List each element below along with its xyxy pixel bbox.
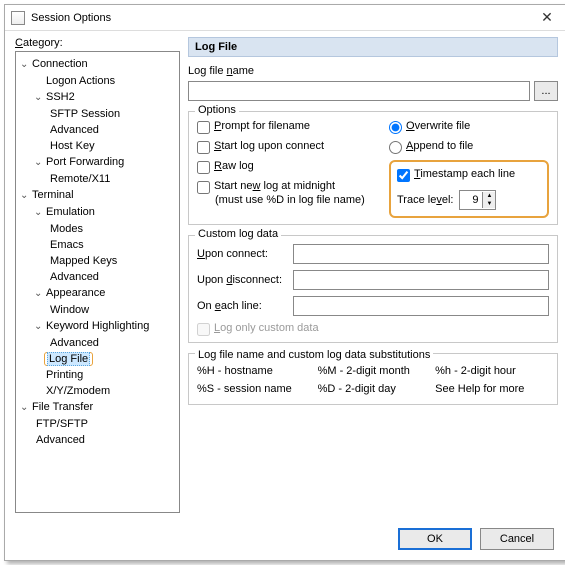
caret-icon[interactable]: ⌄: [20, 188, 30, 204]
upon-connect-label: Upon connect:: [197, 248, 287, 260]
app-icon: [11, 11, 25, 25]
sub-d-day: %D - 2-digit day: [318, 380, 436, 398]
tree-connection[interactable]: Connection: [30, 58, 90, 70]
tree-emacs[interactable]: Emacs: [48, 239, 86, 251]
tree-advanced[interactable]: Advanced: [48, 124, 101, 136]
log-file-name-label: Log file name: [188, 65, 558, 77]
timestamp-checkbox[interactable]: Timestamp each line: [397, 168, 541, 182]
tree-printing[interactable]: Printing: [44, 369, 85, 381]
log-file-name-input[interactable]: [188, 81, 530, 101]
raw-log-checkbox[interactable]: Raw log: [197, 160, 389, 174]
caret-icon[interactable]: ⌄: [20, 57, 30, 73]
highlight-box: Timestamp each line Trace level: ▲▼: [389, 160, 549, 218]
sub-m-month: %M - 2-digit month: [318, 362, 436, 380]
category-tree[interactable]: ⌄Connection Logon Actions ⌄SSH2 SFTP Ses…: [15, 51, 180, 513]
caret-icon[interactable]: ⌄: [34, 155, 44, 171]
tree-logon-actions[interactable]: Logon Actions: [44, 75, 117, 87]
caret-icon[interactable]: ⌄: [20, 400, 30, 416]
tree-file-transfer[interactable]: File Transfer: [30, 401, 95, 413]
start-log-connect-checkbox[interactable]: Start log upon connect: [197, 140, 389, 154]
substitutions-group: Log file name and custom log data substi…: [188, 353, 558, 405]
subs-title: Log file name and custom log data substi…: [195, 346, 433, 364]
custom-log-group: Custom log data Upon connect: Upon disco…: [188, 235, 558, 343]
tree-port-forwarding[interactable]: Port Forwarding: [44, 156, 126, 168]
tree-ftp-sftp[interactable]: FTP/SFTP: [34, 418, 90, 430]
cancel-button[interactable]: Cancel: [480, 528, 554, 550]
prompt-filename-checkbox[interactable]: Prompt for filename: [197, 120, 389, 134]
session-options-window: Session Options ✕ Category: ⌄Connection …: [4, 4, 565, 561]
caret-icon[interactable]: ⌄: [34, 319, 44, 335]
tree-advanced-3[interactable]: Advanced: [48, 337, 101, 349]
titlebar: Session Options ✕: [5, 5, 565, 31]
tree-emulation[interactable]: Emulation: [44, 206, 97, 218]
options-group: Options Prompt for filename Start log up…: [188, 111, 558, 225]
category-label: Category:: [15, 37, 180, 49]
on-each-line-input[interactable]: [293, 296, 549, 316]
upon-disconnect-label: Upon disconnect:: [197, 274, 287, 286]
spinner-down-icon[interactable]: ▼: [483, 200, 495, 208]
overwrite-radio[interactable]: Overwrite file: [389, 120, 549, 134]
spinner-up-icon[interactable]: ▲: [483, 192, 495, 200]
trace-level-label: Trace level:: [397, 194, 453, 206]
on-each-line-label: On each line:: [197, 300, 287, 312]
trace-level-input[interactable]: [460, 191, 482, 209]
caret-icon[interactable]: ⌄: [34, 90, 44, 106]
start-new-midnight-checkbox[interactable]: Start new log at midnight: [197, 180, 389, 194]
sub-h-hour: %h - 2-digit hour: [435, 362, 549, 380]
options-title: Options: [195, 104, 239, 116]
upon-connect-input[interactable]: [293, 244, 549, 264]
append-radio[interactable]: Append to file: [389, 140, 549, 154]
browse-button[interactable]: ...: [534, 81, 558, 101]
tree-ssh2[interactable]: SSH2: [44, 91, 77, 103]
tree-xyzmodem[interactable]: X/Y/Zmodem: [44, 385, 112, 397]
tree-mapped-keys[interactable]: Mapped Keys: [48, 255, 119, 267]
settings-panel: Log File Log file name ... Options Promp…: [180, 37, 558, 515]
tree-appearance[interactable]: Appearance: [44, 287, 107, 299]
tree-remote-x11[interactable]: Remote/X11: [48, 173, 112, 185]
trace-level-spinner[interactable]: ▲▼: [459, 190, 496, 210]
tree-advanced-2[interactable]: Advanced: [48, 271, 101, 283]
tree-modes[interactable]: Modes: [48, 223, 85, 235]
tree-advanced-4[interactable]: Advanced: [34, 434, 87, 446]
tree-terminal[interactable]: Terminal: [30, 189, 76, 201]
sub-see-help: See Help for more: [435, 380, 549, 398]
sub-s-session: %S - session name: [197, 380, 318, 398]
tree-host-key[interactable]: Host Key: [48, 140, 97, 152]
upon-disconnect-input[interactable]: [293, 270, 549, 290]
midnight-sublabel: (must use %D in log file name): [215, 194, 389, 206]
caret-icon[interactable]: ⌄: [34, 205, 44, 221]
log-only-custom-checkbox: Log only custom data: [197, 322, 549, 336]
window-title: Session Options: [31, 12, 532, 24]
tree-keyword-highlighting[interactable]: Keyword Highlighting: [44, 320, 151, 332]
tree-window[interactable]: Window: [48, 304, 91, 316]
caret-icon[interactable]: ⌄: [34, 286, 44, 302]
custom-log-title: Custom log data: [195, 228, 281, 240]
panel-header: Log File: [188, 37, 558, 57]
sub-h-host: %H - hostname: [197, 362, 318, 380]
close-icon[interactable]: ✕: [532, 9, 562, 26]
tree-sftp-session[interactable]: SFTP Session: [48, 108, 122, 120]
tree-log-file[interactable]: Log File: [47, 352, 90, 366]
ok-button[interactable]: OK: [398, 528, 472, 550]
